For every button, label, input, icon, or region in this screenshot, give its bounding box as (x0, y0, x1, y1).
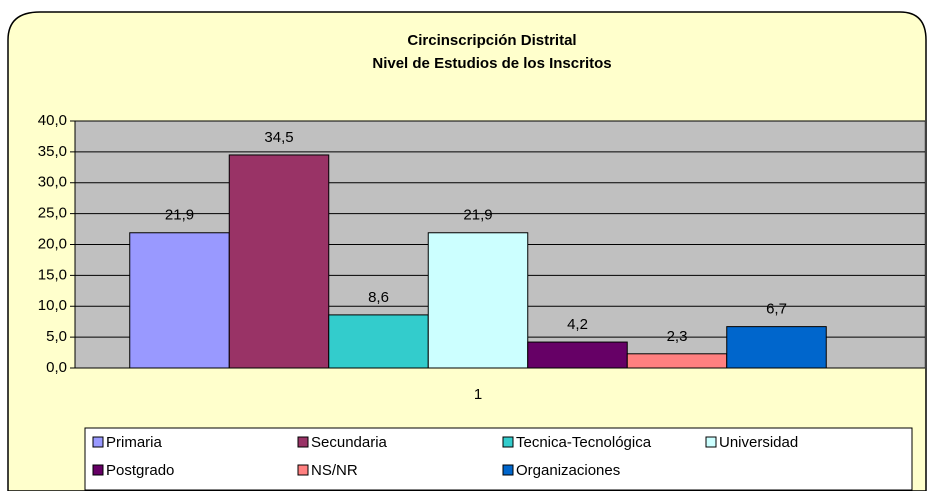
data-label: 4,2 (567, 316, 588, 333)
bar (726, 326, 827, 369)
y-tick-label: 25,0 (38, 205, 67, 222)
data-label: 2,3 (667, 328, 688, 345)
legend-swatch (502, 464, 514, 476)
data-label: 6,7 (766, 301, 787, 318)
y-tick-label: 10,0 (38, 297, 67, 314)
legend-label: NS/NR (311, 462, 358, 479)
data-label: 34,5 (264, 129, 293, 146)
legend-swatch (297, 436, 309, 448)
legend-swatch (705, 436, 717, 448)
y-tick-label: 35,0 (38, 143, 67, 160)
legend-label: Postgrado (106, 462, 174, 479)
legend-box (84, 427, 913, 491)
legend-label: Primaria (106, 434, 162, 451)
bar (328, 314, 429, 369)
y-tick-label: 20,0 (38, 235, 67, 252)
chart-subtitle: Nivel de Estudios de los Inscritos (372, 55, 611, 72)
bar (129, 232, 230, 369)
legend-label: Universidad (719, 434, 798, 451)
y-tick-label: 0,0 (46, 359, 67, 376)
data-label: 21,9 (463, 207, 492, 224)
legend-label: Secundaria (311, 434, 388, 451)
data-label: 21,9 (165, 207, 194, 224)
chart-title: Circinscripción Distrital (407, 32, 576, 49)
x-tick-label: 1 (474, 386, 482, 403)
y-tick-label: 15,0 (38, 266, 67, 283)
bar (427, 232, 529, 369)
legend-swatch (502, 436, 514, 448)
bar (626, 353, 728, 369)
legend-swatch (92, 464, 104, 476)
bar (228, 154, 330, 369)
data-label: 8,6 (368, 289, 389, 306)
bar (527, 341, 628, 369)
legend-label: Tecnica-Tecnológica (516, 434, 652, 451)
legend-label: Organizaciones (516, 462, 620, 479)
y-tick-label: 30,0 (38, 174, 67, 191)
y-tick-label: 5,0 (46, 328, 67, 345)
legend-swatch (92, 436, 104, 448)
y-tick-label: 40,0 (38, 112, 67, 129)
legend-swatch (297, 464, 309, 476)
